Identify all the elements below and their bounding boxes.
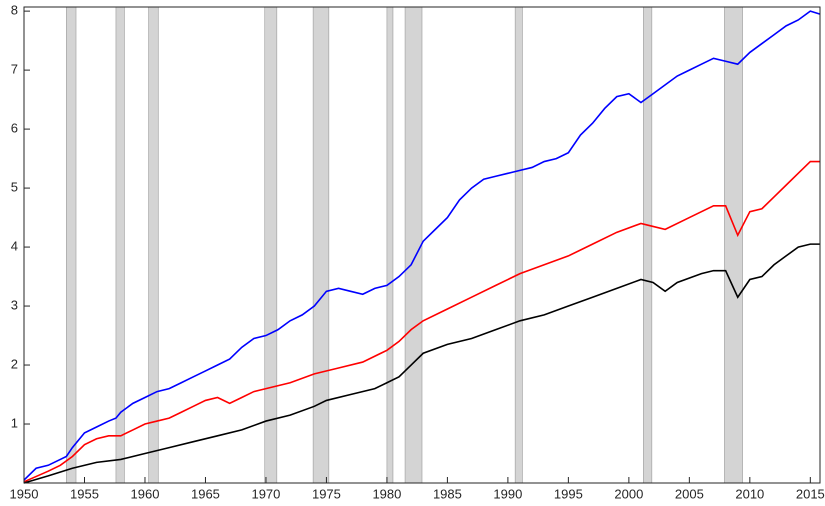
x-tick-label: 1990 bbox=[493, 486, 522, 501]
recession-band bbox=[404, 6, 423, 484]
y-tick-label: 5 bbox=[11, 180, 18, 195]
x-tick-label: 1995 bbox=[554, 486, 583, 501]
recession-band bbox=[148, 6, 159, 484]
x-tick-label: 1975 bbox=[312, 486, 341, 501]
y-tick-label: 6 bbox=[11, 121, 18, 136]
recession-band bbox=[724, 6, 743, 484]
series-line bbox=[23, 160, 820, 483]
x-tick-label: 2000 bbox=[614, 486, 643, 501]
x-tick-label: 1950 bbox=[10, 486, 39, 501]
recession-band bbox=[514, 6, 523, 484]
recession-band bbox=[643, 6, 653, 484]
series-line bbox=[23, 10, 821, 481]
x-tick-label: 2015 bbox=[796, 486, 825, 501]
x-tick-label: 2005 bbox=[675, 486, 704, 501]
x-tick-label: 1955 bbox=[70, 486, 99, 501]
x-tick-label: 1960 bbox=[131, 486, 160, 501]
y-tick-label: 2 bbox=[11, 356, 18, 371]
x-tick-label: 1965 bbox=[191, 486, 220, 501]
series-line bbox=[23, 243, 820, 484]
recession-band bbox=[264, 6, 278, 484]
y-tick-label: 3 bbox=[11, 297, 18, 312]
x-tick-label: 1985 bbox=[433, 486, 462, 501]
recession-band bbox=[115, 6, 125, 484]
x-tick-label: 2010 bbox=[735, 486, 764, 501]
x-tick-label: 1970 bbox=[251, 486, 280, 501]
y-tick-label: 8 bbox=[11, 3, 18, 18]
y-tick-label: 7 bbox=[11, 62, 18, 77]
axes-box bbox=[23, 6, 821, 484]
y-tick-label: 1 bbox=[11, 415, 18, 430]
y-tick-label: 4 bbox=[11, 239, 18, 254]
recession-band bbox=[312, 6, 330, 484]
recession-band bbox=[386, 6, 394, 484]
x-tick-label: 1980 bbox=[372, 486, 401, 501]
recession-band bbox=[66, 6, 77, 484]
